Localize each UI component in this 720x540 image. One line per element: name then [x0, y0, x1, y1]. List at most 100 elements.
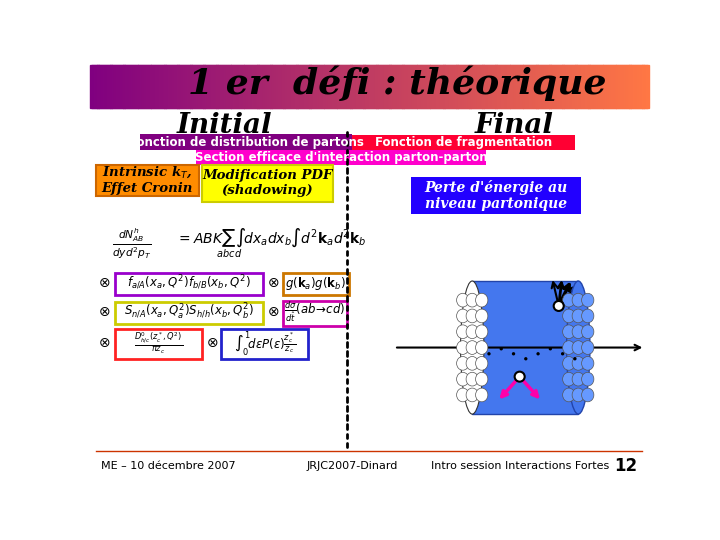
Text: Section efficace d'interaction parton-parton: Section efficace d'interaction parton-pa…	[195, 151, 487, 165]
Bar	[272, 65, 275, 109]
Bar	[593, 65, 595, 109]
Bar	[544, 65, 546, 109]
Bar	[639, 65, 642, 109]
Bar	[319, 65, 322, 109]
Bar	[501, 65, 504, 109]
Ellipse shape	[582, 372, 594, 386]
Bar	[393, 65, 396, 109]
Ellipse shape	[487, 352, 490, 355]
Bar	[306, 65, 309, 109]
Bar	[413, 65, 417, 109]
Bar	[510, 65, 513, 109]
Bar	[94, 65, 96, 109]
Text: Perte d'énergie au
niveau partonique: Perte d'énergie au niveau partonique	[424, 180, 567, 211]
Bar	[475, 65, 478, 109]
Bar	[488, 65, 491, 109]
Ellipse shape	[466, 293, 478, 307]
Bar	[387, 65, 390, 109]
Bar	[226, 65, 229, 109]
Text: $\int_0^1\! d\varepsilon P(\varepsilon)\frac{z_c^*}{z_c}$: $\int_0^1\! d\varepsilon P(\varepsilon)\…	[233, 329, 296, 357]
Bar	[96, 65, 99, 109]
Bar	[410, 65, 413, 109]
Bar	[369, 65, 372, 109]
Bar	[177, 65, 181, 109]
Bar	[364, 65, 366, 109]
Bar	[644, 65, 647, 109]
Bar	[185, 65, 188, 109]
Ellipse shape	[476, 388, 488, 402]
Bar	[258, 65, 261, 109]
Text: Initial: Initial	[176, 112, 271, 139]
Ellipse shape	[466, 309, 478, 323]
Bar	[579, 65, 582, 109]
Bar	[131, 65, 134, 109]
Bar	[601, 65, 605, 109]
Bar	[347, 65, 350, 109]
Bar	[641, 65, 644, 109]
Bar	[482, 65, 485, 109]
Ellipse shape	[515, 372, 525, 382]
Ellipse shape	[456, 356, 469, 370]
Bar	[415, 65, 418, 109]
Bar	[129, 65, 132, 109]
Bar	[209, 65, 212, 109]
Bar	[490, 65, 493, 109]
Bar	[137, 65, 140, 109]
Bar	[224, 65, 227, 109]
Bar	[516, 65, 519, 109]
Bar	[348, 65, 351, 109]
Bar	[351, 65, 354, 109]
Ellipse shape	[562, 309, 575, 323]
Bar	[150, 65, 153, 109]
Bar	[291, 65, 294, 109]
Bar	[269, 65, 271, 109]
Bar	[168, 65, 171, 109]
Bar	[633, 65, 636, 109]
Bar	[642, 65, 645, 109]
Bar	[105, 65, 108, 109]
Bar	[115, 302, 263, 324]
Bar	[411, 177, 581, 214]
Bar	[151, 65, 154, 109]
Bar	[380, 65, 383, 109]
Bar	[239, 65, 242, 109]
Bar	[494, 65, 497, 109]
Bar	[352, 65, 355, 109]
Bar	[244, 65, 248, 109]
Ellipse shape	[466, 356, 478, 370]
Ellipse shape	[562, 388, 575, 402]
Bar	[110, 65, 114, 109]
Ellipse shape	[476, 309, 488, 323]
Bar	[473, 65, 476, 109]
Bar	[622, 65, 625, 109]
Bar	[243, 65, 246, 109]
Bar	[341, 65, 344, 109]
Bar	[400, 65, 404, 109]
Bar	[618, 65, 621, 109]
Bar	[116, 65, 119, 109]
Bar	[390, 65, 392, 109]
Bar	[561, 65, 564, 109]
Bar	[298, 65, 301, 109]
Bar	[392, 65, 395, 109]
Bar	[405, 65, 408, 109]
Ellipse shape	[476, 325, 488, 339]
Bar	[155, 65, 158, 109]
Ellipse shape	[582, 309, 594, 323]
Bar	[495, 65, 498, 109]
Bar	[534, 65, 538, 109]
Bar	[339, 65, 342, 109]
Bar	[479, 65, 482, 109]
Bar	[142, 65, 145, 109]
Bar	[122, 65, 125, 109]
Bar	[469, 65, 472, 109]
Bar	[282, 65, 284, 109]
Ellipse shape	[476, 356, 488, 370]
Bar	[145, 65, 149, 109]
Bar	[492, 65, 495, 109]
Bar	[514, 65, 517, 109]
Bar	[377, 65, 379, 109]
Bar	[326, 65, 329, 109]
Bar	[237, 65, 240, 109]
Bar	[115, 273, 263, 295]
